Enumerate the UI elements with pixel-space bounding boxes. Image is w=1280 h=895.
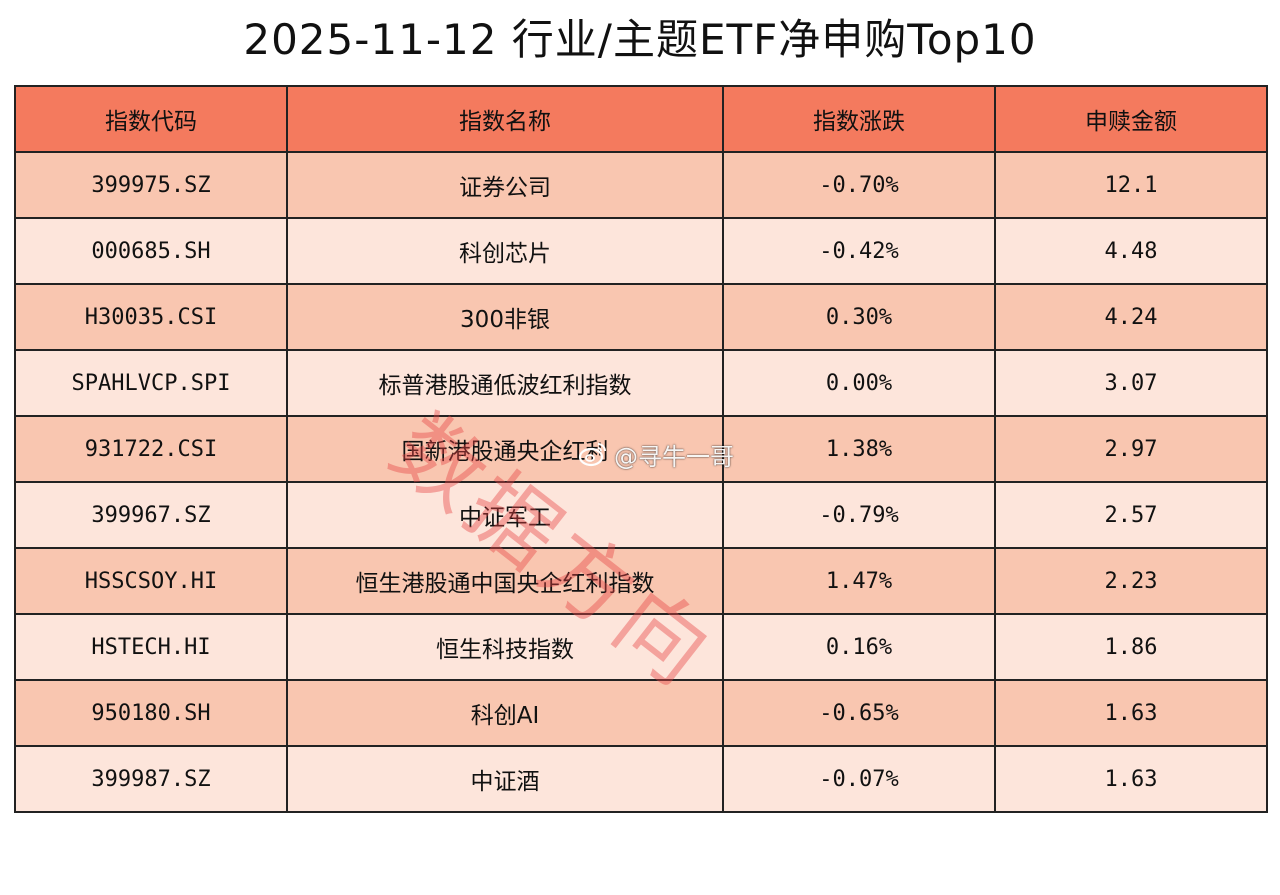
table-row: HSTECH.HI 恒生科技指数 0.16% 1.86: [14, 613, 1268, 681]
cell-index-name: 300非银: [286, 283, 724, 351]
cell-index-change: -0.42%: [722, 217, 996, 285]
table-row: 399967.SZ 中证军工 -0.79% 2.57: [14, 481, 1268, 549]
table-row: SPAHLVCP.SPI 标普港股通低波红利指数 0.00% 3.07: [14, 349, 1268, 417]
cell-amount: 12.1: [994, 151, 1268, 219]
page-title: 2025-11-12 行业/主题ETF净申购Top10: [243, 15, 1037, 64]
header-index-code: 指数代码: [14, 85, 288, 153]
cell-amount: 1.63: [994, 745, 1268, 813]
cell-amount: 4.24: [994, 283, 1268, 351]
cell-index-change: 0.00%: [722, 349, 996, 417]
cell-amount: 2.97: [994, 415, 1268, 483]
cell-index-code: SPAHLVCP.SPI: [14, 349, 288, 417]
cell-index-code: 399975.SZ: [14, 151, 288, 219]
cell-index-name: 科创AI: [286, 679, 724, 747]
table-row: H30035.CSI 300非银 0.30% 4.24: [14, 283, 1268, 351]
table-row: 399987.SZ 中证酒 -0.07% 1.63: [14, 745, 1268, 813]
cell-index-code: 399967.SZ: [14, 481, 288, 549]
cell-index-code: 399987.SZ: [14, 745, 288, 813]
table-row: 399975.SZ 证券公司 -0.70% 12.1: [14, 151, 1268, 219]
cell-index-change: -0.07%: [722, 745, 996, 813]
cell-amount: 4.48: [994, 217, 1268, 285]
cell-index-change: 0.30%: [722, 283, 996, 351]
cell-amount: 2.57: [994, 481, 1268, 549]
header-index-name: 指数名称: [286, 85, 724, 153]
cell-amount: 2.23: [994, 547, 1268, 615]
table-row: HSSCSOY.HI 恒生港股通中国央企红利指数 1.47% 2.23: [14, 547, 1268, 615]
cell-index-code: HSSCSOY.HI: [14, 547, 288, 615]
cell-index-change: 1.38%: [722, 415, 996, 483]
table-header-row: 指数代码 指数名称 指数涨跌 申赎金额: [14, 85, 1268, 153]
header-index-change: 指数涨跌: [722, 85, 996, 153]
etf-table: 指数代码 指数名称 指数涨跌 申赎金额 399975.SZ 证券公司 -0.70…: [14, 85, 1268, 813]
cell-index-name: 恒生港股通中国央企红利指数: [286, 547, 724, 615]
cell-index-code: H30035.CSI: [14, 283, 288, 351]
cell-index-change: 1.47%: [722, 547, 996, 615]
cell-index-name: 标普港股通低波红利指数: [286, 349, 724, 417]
cell-index-name: 证券公司: [286, 151, 724, 219]
cell-index-code: 931722.CSI: [14, 415, 288, 483]
cell-index-change: -0.70%: [722, 151, 996, 219]
cell-index-code: HSTECH.HI: [14, 613, 288, 681]
cell-index-name: 恒生科技指数: [286, 613, 724, 681]
cell-index-name: 国新港股通央企红利: [286, 415, 724, 483]
cell-index-change: -0.65%: [722, 679, 996, 747]
cell-index-change: 0.16%: [722, 613, 996, 681]
cell-amount: 1.63: [994, 679, 1268, 747]
cell-index-name: 中证酒: [286, 745, 724, 813]
table-row: 000685.SH 科创芯片 -0.42% 4.48: [14, 217, 1268, 285]
cell-amount: 3.07: [994, 349, 1268, 417]
cell-index-name: 中证军工: [286, 481, 724, 549]
cell-amount: 1.86: [994, 613, 1268, 681]
table-row: 931722.CSI 国新港股通央企红利 1.38% 2.97: [14, 415, 1268, 483]
cell-index-code: 950180.SH: [14, 679, 288, 747]
cell-index-name: 科创芯片: [286, 217, 724, 285]
table-row: 950180.SH 科创AI -0.65% 1.63: [14, 679, 1268, 747]
cell-index-change: -0.79%: [722, 481, 996, 549]
cell-index-code: 000685.SH: [14, 217, 288, 285]
header-subscription-amount: 申赎金额: [994, 85, 1268, 153]
